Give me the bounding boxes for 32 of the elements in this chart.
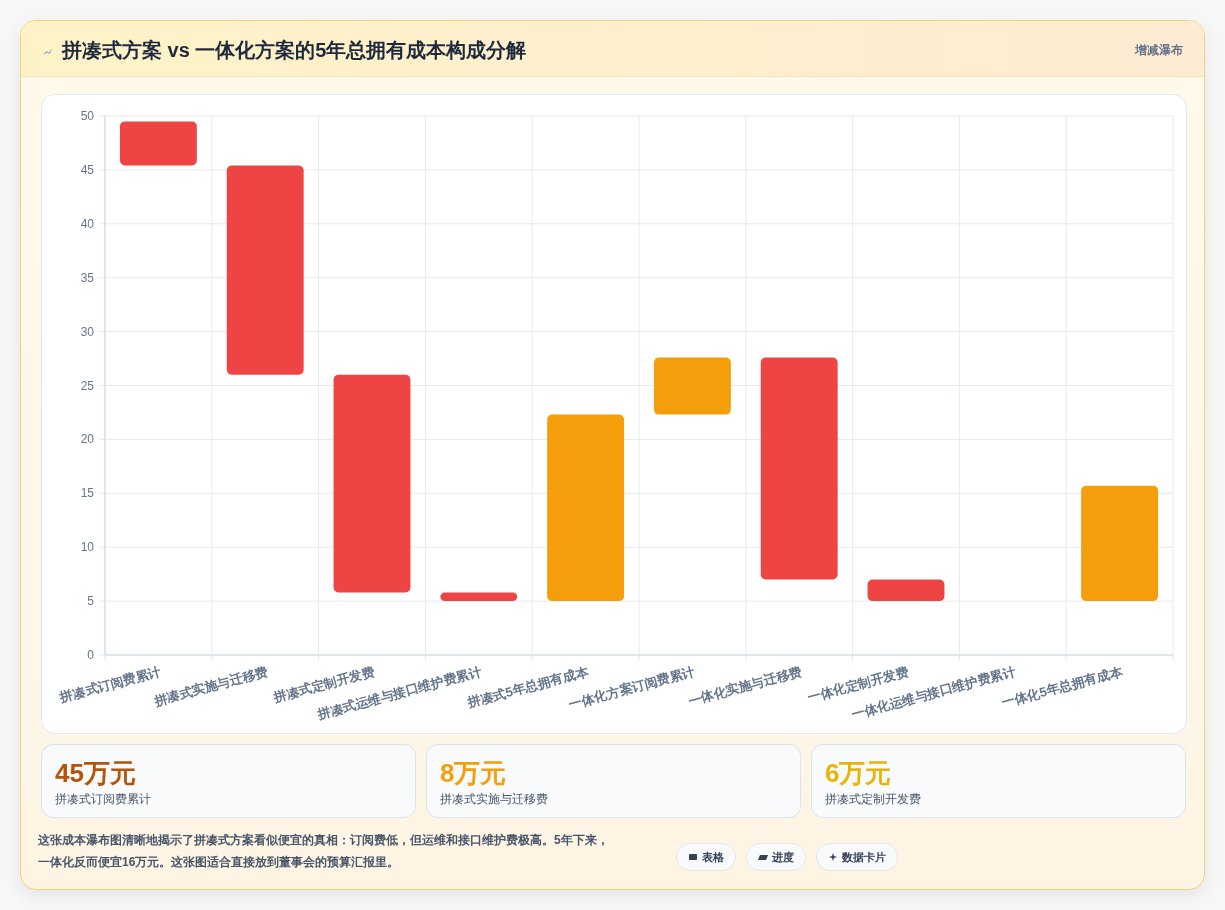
bar <box>119 121 197 166</box>
y-tick-label: 15 <box>80 486 95 501</box>
y-tick-label: 45 <box>80 162 95 177</box>
y-tick-label: 5 <box>87 594 95 609</box>
bar <box>760 357 838 580</box>
text: 增减瀑布 <box>1135 42 1183 59</box>
bar <box>1081 485 1159 602</box>
y-tick-label: 20 <box>80 432 95 447</box>
text: 拼凑式订阅费累计 <box>55 791 151 808</box>
y-tick-label: 10 <box>80 540 95 555</box>
text: 45万元 <box>55 757 136 790</box>
bar <box>653 357 731 415</box>
bar <box>226 165 304 375</box>
text: 拼凑式定制开发费 <box>825 791 921 808</box>
text: 拼凑式实施与迁移费 <box>440 791 548 808</box>
text: 这张成本瀑布图清晰地揭示了拼凑式方案看似便宜的真相：订阅费低，但运维和接口维护费极高。5年下来，一体化反而便宜16万元。这张图适合直接放到董事会的预算汇报里。 <box>38 832 610 871</box>
button: 数据卡片 <box>816 843 898 871</box>
y-tick-label: 30 <box>80 324 95 339</box>
y-tick-label: 25 <box>80 378 95 393</box>
bar <box>333 374 411 593</box>
bar <box>440 592 518 602</box>
text: 8万元 <box>440 757 507 790</box>
button: 表格 <box>676 843 736 871</box>
text: 6万元 <box>825 757 892 790</box>
y-tick-label: 50 <box>80 109 95 123</box>
button: 进度 <box>746 843 806 871</box>
y-tick-label: 0 <box>87 648 95 662</box>
chart-title: 拼凑式方案 vs 一体化方案的5年总拥有成本构成分解 <box>62 38 527 63</box>
bar <box>547 414 625 602</box>
bar <box>867 579 945 602</box>
y-tick-label: 35 <box>80 270 95 285</box>
y-tick-label: 40 <box>80 216 95 231</box>
